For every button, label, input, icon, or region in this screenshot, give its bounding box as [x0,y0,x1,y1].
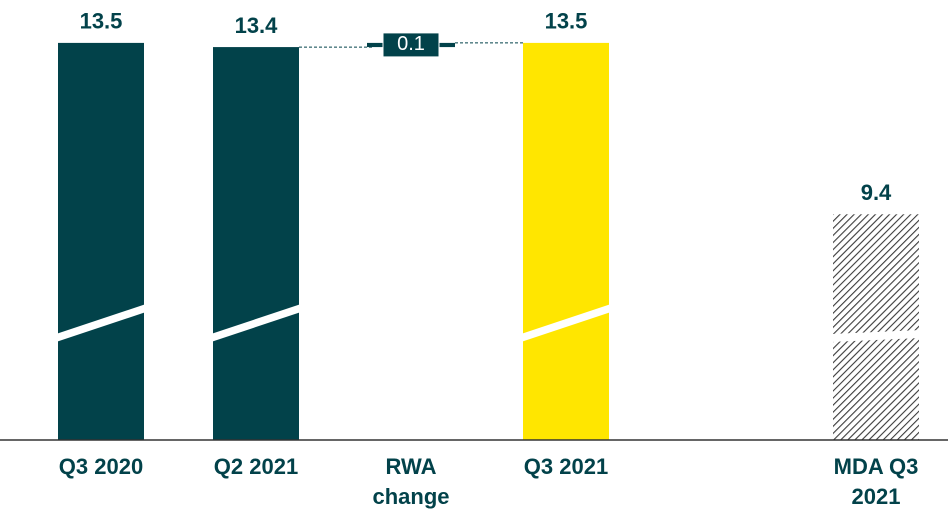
bar [58,42,144,441]
bar [213,47,299,441]
x-tick-label: Q3 2021 [523,454,609,479]
bar [523,42,609,441]
x-tick-label: Q2 2021 [213,454,299,479]
value-label: 13.5 [80,9,123,34]
axis-break [211,304,301,342]
x-tick-label: RWA change [372,454,450,509]
axis-break [521,304,611,342]
value-label: 9.4 [861,180,892,205]
axis-break [56,304,146,342]
bar [833,214,919,440]
x-tick-label: MDA Q3 2021 [833,454,919,509]
value-label-box [382,32,440,58]
value-label: 0.1 [397,33,425,55]
value-label: 13.4 [235,13,279,38]
x-tick-label: Q3 2020 [58,454,144,479]
axis-break [831,330,921,342]
value-label: 13.5 [545,9,588,34]
